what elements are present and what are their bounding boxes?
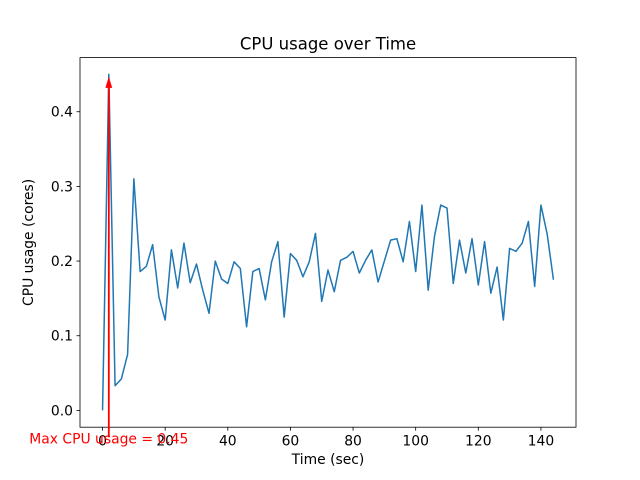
x-tick-label: 20 <box>156 434 174 450</box>
x-tick-label: 40 <box>219 434 237 450</box>
y-tick-label: 0.2 <box>51 254 73 270</box>
y-tick-label: 0.3 <box>51 179 73 195</box>
y-tick-label: 0.1 <box>51 329 73 345</box>
x-tick-label: 0 <box>98 434 107 450</box>
plot-border <box>79 57 577 428</box>
x-tick-label: 80 <box>344 434 362 450</box>
y-tick-label: 0.0 <box>51 403 73 419</box>
x-tick-label: 60 <box>282 434 300 450</box>
max-annotation-arrow-head <box>105 76 113 88</box>
max-annotation-text: Max CPU usage = 0.45 <box>29 431 188 447</box>
chart-title: CPU usage over Time <box>240 35 416 54</box>
x-tick-label: 120 <box>465 434 492 450</box>
y-axis-label: CPU usage (cores) <box>21 179 37 306</box>
plot-area: 0 20 40 60 80 100 120 140 0.0 0.1 0.2 0.3 0.4 <box>51 57 577 450</box>
x-tick-label: 140 <box>528 434 555 450</box>
x-axis-label: Time (sec) <box>291 452 365 468</box>
x-tick-label: 100 <box>402 434 429 450</box>
y-tick-label: 0.4 <box>51 105 73 121</box>
cpu-usage-line <box>101 73 555 411</box>
